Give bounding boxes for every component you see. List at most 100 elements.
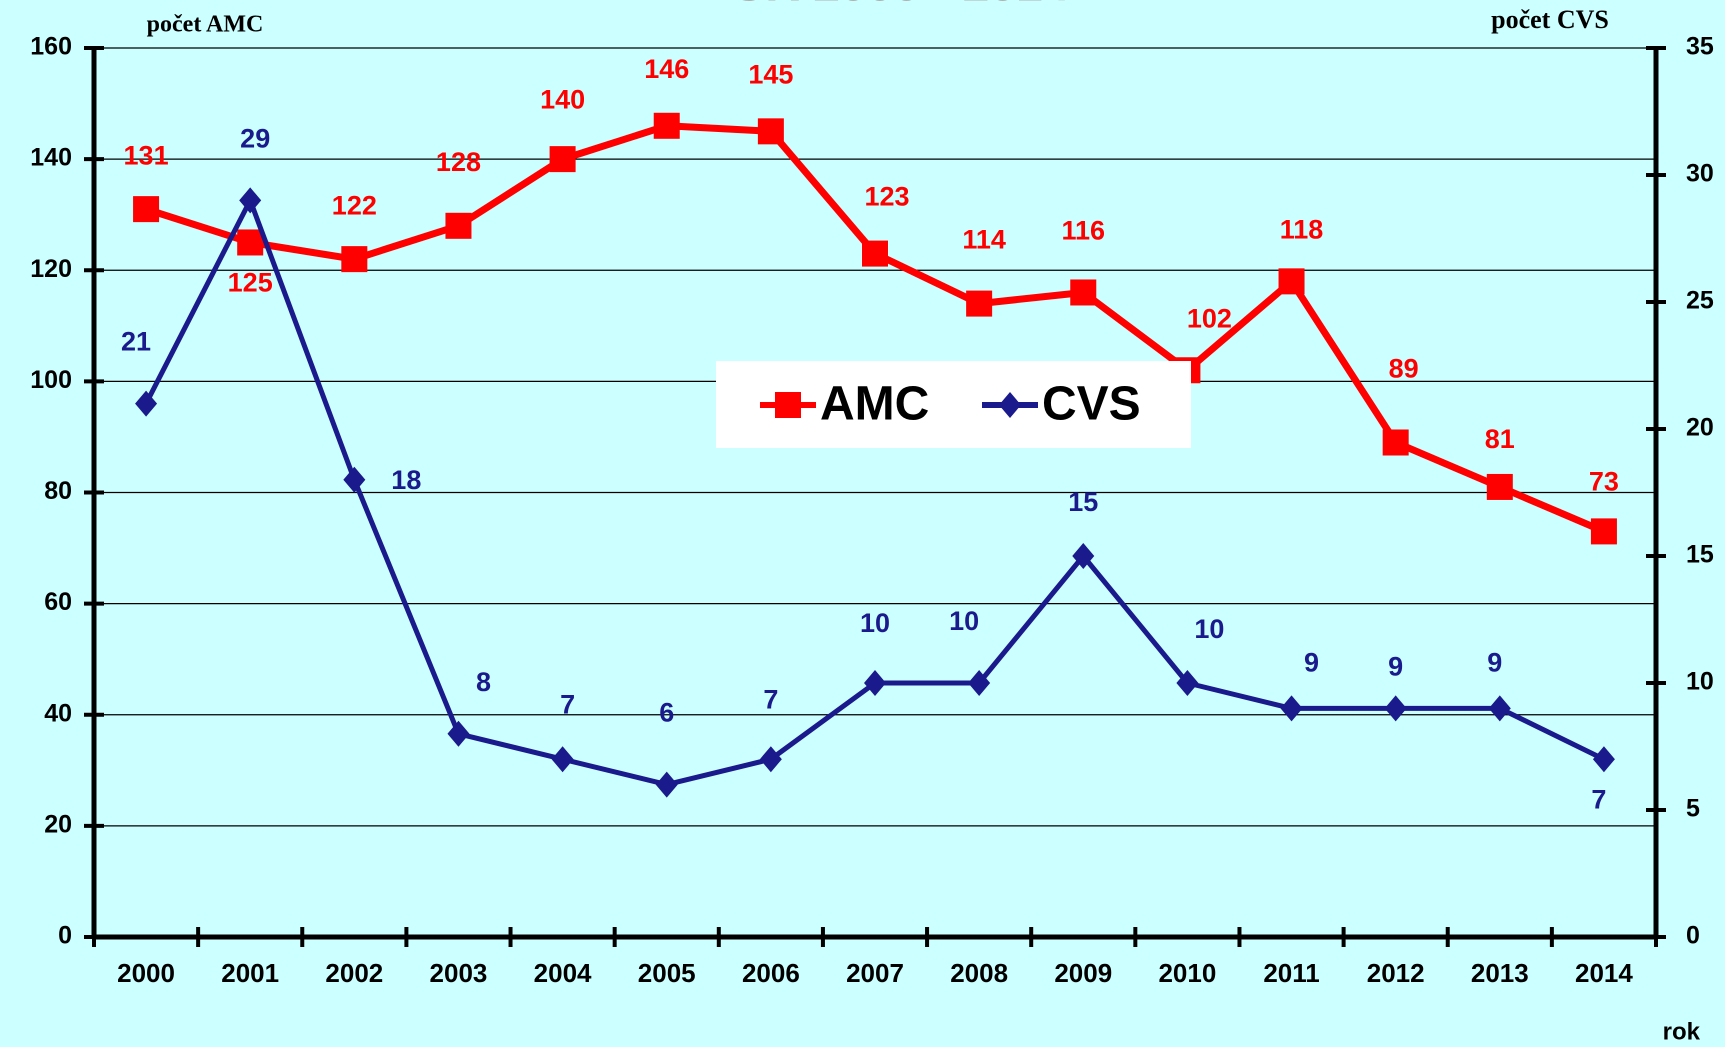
legend-marker (775, 392, 801, 418)
marker (447, 720, 470, 747)
y-tick-label: 60 (44, 588, 72, 616)
legend-label: AMC (820, 378, 929, 431)
y-axis-label: počet AMC (147, 12, 264, 38)
y2-tick-label: 15 (1686, 541, 1714, 569)
marker (239, 187, 262, 214)
marker (1384, 695, 1407, 722)
marker (1176, 670, 1199, 696)
x-tick-label: 2011 (1263, 958, 1319, 988)
x-tick-label: 2010 (1158, 958, 1216, 988)
marker (1486, 473, 1513, 500)
data-label: 29 (240, 124, 270, 154)
data-label: 146 (644, 54, 689, 84)
data-label: 118 (1280, 214, 1324, 244)
y2-axis-label: počet CVS (1491, 5, 1609, 34)
y2-tick-label: 5 (1686, 795, 1700, 823)
marker (1592, 746, 1615, 773)
data-label: 81 (1485, 424, 1515, 454)
chart-title: ČR 2000 - 2014 (731, 0, 1070, 12)
y2-tick-label: 30 (1686, 160, 1714, 188)
marker (1280, 695, 1303, 722)
x-tick-label: 2009 (1054, 958, 1112, 988)
y-tick-label: 80 (44, 477, 72, 505)
x-tick-label: 2006 (742, 958, 800, 988)
y-tick-label: 0 (58, 922, 72, 950)
marker (1488, 695, 1511, 722)
x-axis-label: rok (1663, 1018, 1701, 1045)
data-label: 102 (1187, 303, 1232, 333)
data-label: 122 (332, 190, 377, 220)
marker (1070, 279, 1097, 306)
data-label: 6 (659, 698, 674, 728)
marker (445, 212, 472, 239)
x-tick-label: 2008 (950, 958, 1008, 988)
data-label: 8 (476, 667, 491, 697)
x-tick-label: 2004 (534, 958, 592, 988)
marker (653, 112, 680, 139)
data-label: 15 (1068, 487, 1098, 517)
y-tick-label: 160 (30, 33, 72, 61)
x-tick-label: 2014 (1575, 958, 1633, 988)
data-label: 7 (763, 684, 778, 714)
marker (135, 390, 158, 417)
y2-tick-label: 35 (1686, 33, 1714, 61)
x-tick-label: 2001 (221, 958, 279, 988)
marker (133, 196, 160, 223)
data-label: 18 (391, 465, 421, 495)
data-label: 89 (1389, 354, 1419, 384)
data-label: 10 (1194, 614, 1224, 644)
marker (1590, 518, 1617, 545)
data-label: 9 (1304, 648, 1319, 678)
legend: AMC CVS (716, 361, 1191, 448)
marker (1382, 429, 1409, 456)
data-label: 145 (748, 59, 793, 89)
y-tick-label: 20 (44, 810, 72, 838)
y-tick-label: 120 (30, 255, 72, 283)
x-tick-label: 2012 (1367, 958, 1425, 988)
data-label: 7 (1591, 784, 1606, 814)
data-label: 125 (228, 268, 273, 298)
y2-tick-label: 10 (1686, 668, 1714, 696)
marker (1072, 543, 1095, 569)
data-label: 73 (1589, 467, 1619, 497)
y2-tick-label: 20 (1686, 414, 1714, 442)
data-label: 10 (860, 608, 890, 638)
y-tick-label: 40 (44, 699, 72, 727)
legend-marker (999, 392, 1021, 418)
data-label: 123 (864, 182, 909, 212)
data-label: 128 (436, 147, 481, 177)
x-tick-label: 2000 (117, 958, 175, 988)
marker (343, 466, 366, 493)
marker (968, 670, 991, 696)
data-label: 140 (540, 84, 585, 114)
y2-tick-label: 25 (1686, 287, 1714, 315)
data-label: 21 (121, 327, 151, 357)
y-tick-label: 140 (30, 144, 72, 172)
marker (551, 746, 574, 773)
marker (237, 229, 264, 256)
marker (966, 290, 993, 317)
data-label: 114 (962, 225, 1006, 255)
marker (757, 118, 784, 145)
x-tick-label: 2013 (1471, 958, 1529, 988)
marker (1278, 268, 1305, 295)
marker (864, 670, 886, 696)
marker (341, 246, 368, 273)
data-label: 116 (1061, 216, 1105, 246)
marker (549, 146, 576, 173)
data-label: 9 (1388, 652, 1403, 682)
data-label: 9 (1487, 648, 1502, 678)
legend-label: CVS (1042, 378, 1141, 431)
x-tick-label: 2003 (430, 958, 488, 988)
x-tick-label: 2005 (638, 958, 696, 988)
y2-tick-label: 0 (1686, 922, 1700, 950)
data-label: 131 (124, 140, 169, 170)
marker (655, 771, 678, 798)
data-label: 7 (560, 689, 575, 719)
x-tick-label: 2002 (325, 958, 383, 988)
x-tick-label: 2007 (846, 958, 904, 988)
marker (759, 746, 782, 773)
y-tick-label: 100 (30, 366, 72, 394)
